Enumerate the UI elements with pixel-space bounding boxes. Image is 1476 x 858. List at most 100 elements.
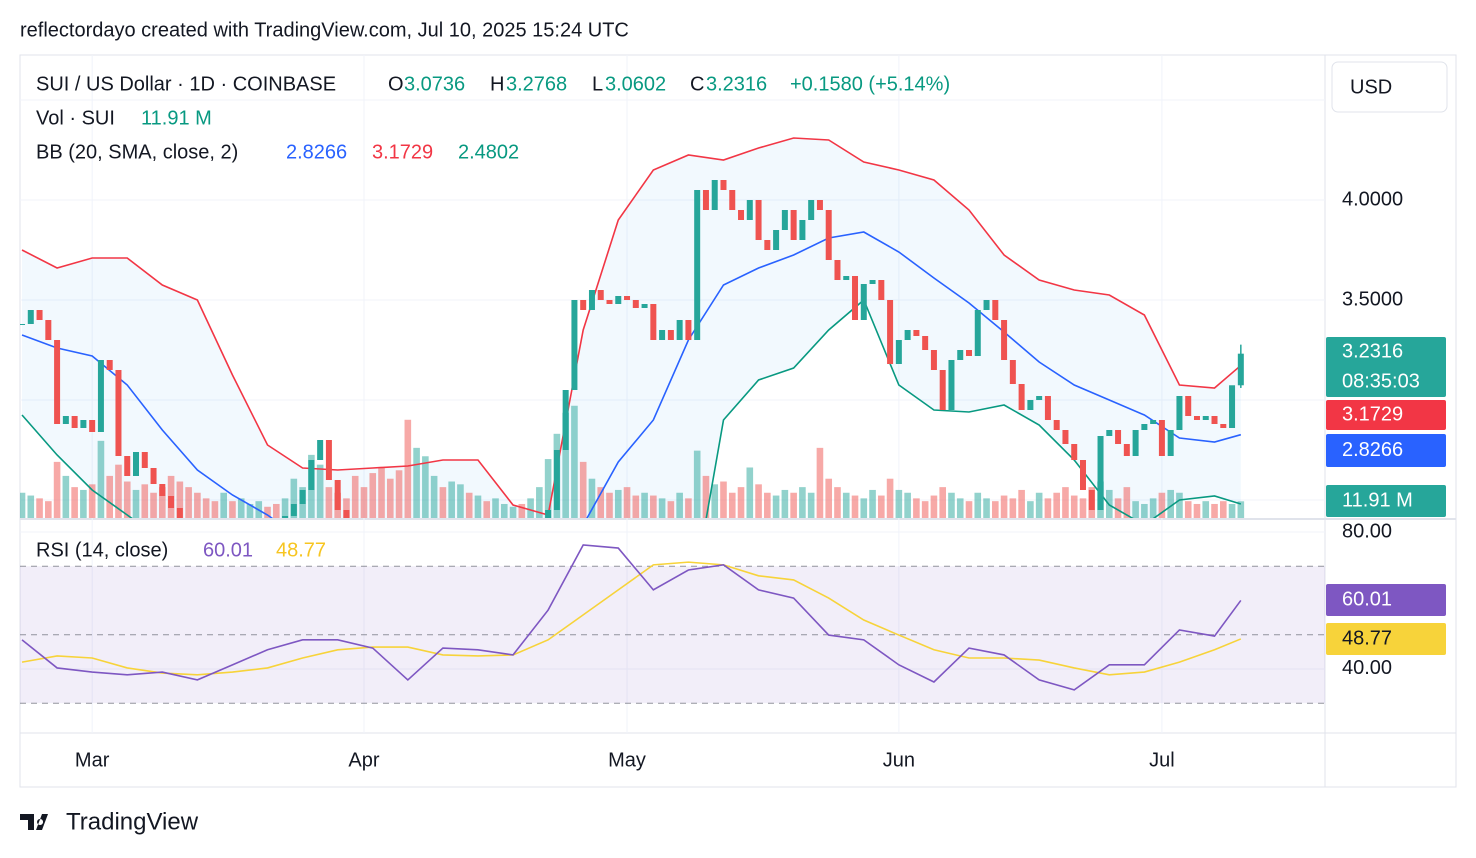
rsi-label: 60.01 [1342, 588, 1392, 610]
volume-bar [913, 498, 920, 518]
candle-body [676, 320, 683, 340]
candle-body [334, 480, 341, 510]
candle-body [71, 416, 78, 428]
candle-body [773, 230, 780, 250]
candle-body [1229, 385, 1236, 428]
candle-body [755, 200, 762, 240]
last-price-label: 3.2316 [1342, 340, 1403, 362]
volume-bar [97, 440, 105, 518]
volume-bar [115, 464, 122, 518]
volume-bar [1167, 489, 1174, 518]
candle-body [1176, 396, 1183, 430]
volume-bar [948, 492, 955, 518]
volume-bar [27, 495, 35, 518]
rsi-ma-label-box [1326, 623, 1446, 655]
volume-bar [807, 492, 815, 518]
volume-bar [921, 501, 929, 518]
volume-bar [641, 492, 648, 518]
volume-label: 11.91 M [1342, 489, 1413, 511]
y-tick-label: 4.0000 [1342, 188, 1403, 210]
candle-body [290, 504, 297, 516]
volume-bar [834, 487, 841, 518]
candle-body [80, 420, 87, 428]
volume-bar [737, 487, 745, 518]
volume-bar [676, 492, 683, 518]
candle-body [597, 290, 604, 300]
candle-body [808, 200, 815, 220]
ohlc-value: 3.2316 [706, 73, 767, 95]
currency[interactable]: USD [1350, 76, 1392, 98]
candle-body [571, 300, 578, 390]
candle-body [825, 210, 832, 260]
candle-body [1106, 430, 1113, 436]
volume-bar [974, 492, 982, 518]
candle-body [764, 240, 771, 250]
volume-bar [772, 495, 780, 518]
volume-bar [606, 492, 613, 518]
ohlc-value: 3.0736 [404, 73, 465, 95]
volume-bar [71, 487, 78, 518]
candle-body [1097, 436, 1104, 510]
candle-body [948, 360, 955, 410]
rsi-title: RSI (14, close) [36, 539, 168, 561]
volume-bar [36, 498, 43, 518]
volume-bar [202, 498, 210, 518]
volume-bar [1123, 487, 1131, 518]
volume-bar [378, 467, 385, 518]
ohlc-label: L [592, 73, 603, 95]
candle-body [282, 516, 289, 518]
last-price-label: 08:35:03 [1342, 370, 1420, 392]
volume-bar [992, 501, 999, 518]
candle-body [124, 456, 131, 476]
x-tick-label: Mar [75, 749, 110, 771]
volume-bar [185, 487, 192, 518]
candle-body [799, 220, 806, 240]
volume-value: 11.91 M [141, 107, 212, 129]
candle-body [922, 336, 929, 350]
volume-bar [623, 487, 631, 518]
volume-bar [904, 492, 911, 518]
volume-label-box [1326, 485, 1446, 517]
volume-bar [176, 481, 184, 518]
candle-body [1044, 396, 1051, 420]
candle-body [685, 320, 692, 340]
candle-body [325, 440, 332, 480]
candle-body [781, 210, 788, 230]
candle-body [974, 310, 981, 356]
volume-bar [106, 475, 114, 518]
candle-body [1009, 360, 1016, 384]
volume-bar [518, 503, 526, 518]
x-tick-label: Apr [348, 749, 379, 771]
rsi-line [21, 544, 1242, 691]
volume-bar [1228, 503, 1236, 518]
candle-body [1062, 430, 1069, 444]
candle-body [1123, 444, 1130, 456]
bb-upper-value: 3.1729 [372, 141, 433, 163]
candle-body [1150, 420, 1157, 424]
candle-body [27, 310, 34, 324]
volume-bar [448, 481, 455, 518]
candle-body [141, 452, 148, 468]
x-tick-label: May [608, 749, 646, 771]
candle-body [790, 210, 797, 240]
ohlc-value: 3.0602 [605, 73, 666, 95]
volume-bar [1149, 498, 1157, 518]
ohlc-label: C [690, 73, 704, 95]
candle-body [913, 330, 920, 336]
volume-bar [869, 489, 876, 518]
rsi-tick-label: 80.00 [1342, 520, 1392, 542]
currency-button[interactable] [1331, 61, 1448, 113]
candle-body [606, 300, 613, 304]
volume-bar [1202, 501, 1210, 518]
volume-bar [1079, 498, 1087, 518]
volume-title: Vol · SUI [36, 107, 115, 129]
candle-body [588, 290, 595, 310]
volume-bar [956, 498, 964, 518]
candle-body [860, 284, 867, 320]
volume-bar [886, 478, 894, 518]
volume-bar [983, 498, 990, 518]
volume-bar [413, 447, 420, 518]
volume-bar [20, 492, 26, 518]
candle-body [852, 276, 859, 320]
candle-body [834, 260, 841, 280]
